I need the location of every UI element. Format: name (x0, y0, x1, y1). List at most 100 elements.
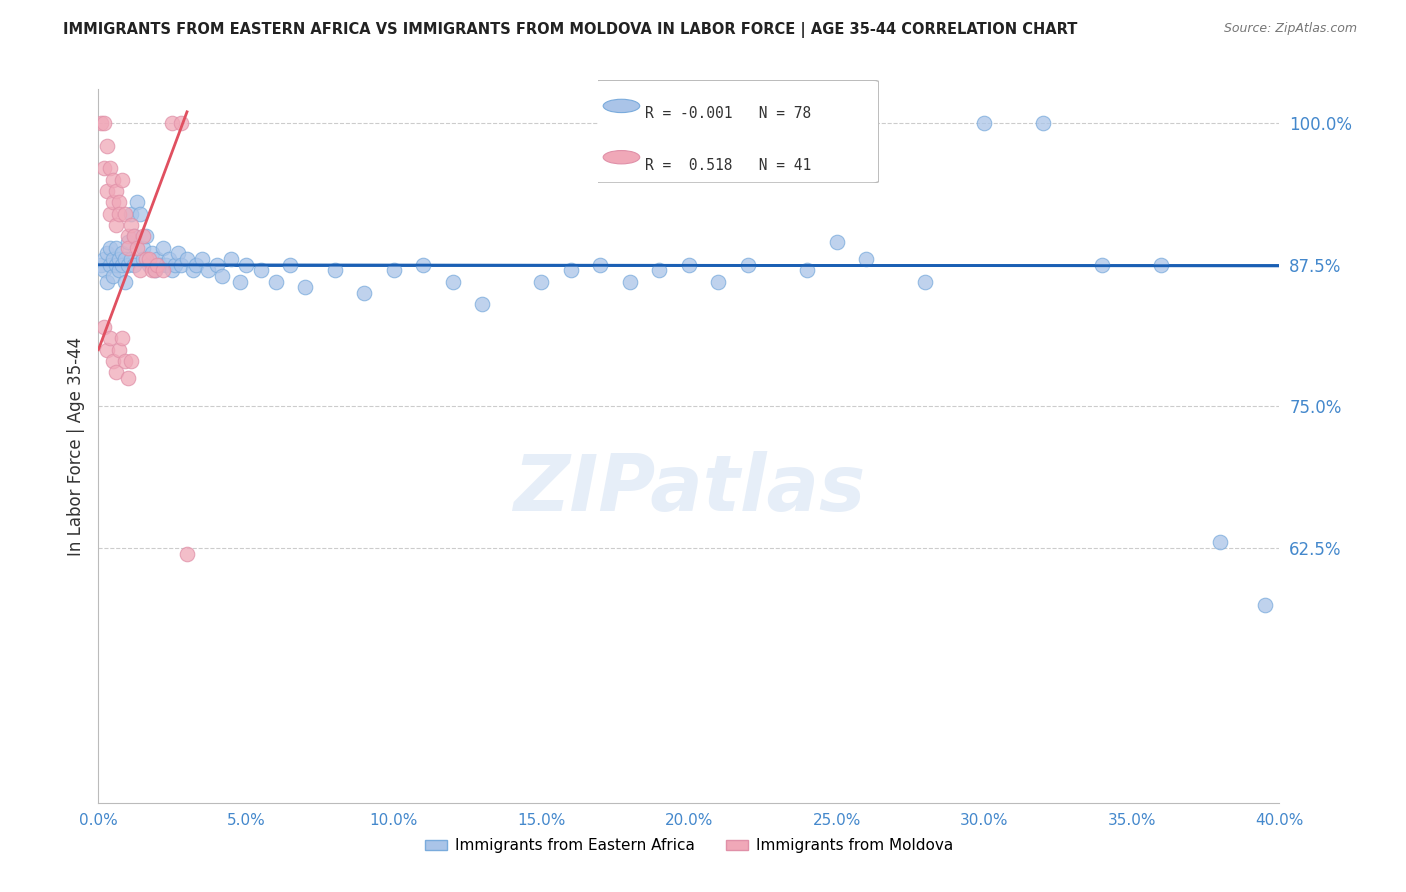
Point (138, 252, 160, 266)
Point (132, 252, 155, 266)
Point (250, 263, 273, 277)
Point (96, 184, 118, 198)
Point (323, 263, 346, 277)
Point (114, 252, 136, 266)
Point (90, 258, 112, 272)
Text: R =  0.518   N = 41: R = 0.518 N = 41 (645, 158, 811, 173)
Point (796, 263, 818, 277)
Point (96, 138, 118, 153)
Point (132, 229, 155, 244)
Point (146, 252, 169, 266)
Point (211, 269, 233, 284)
Point (264, 275, 287, 289)
Point (128, 263, 150, 277)
Point (103, 269, 125, 284)
Point (149, 258, 172, 272)
Point (184, 258, 207, 272)
Point (167, 246, 190, 260)
Point (122, 258, 145, 272)
Point (707, 275, 730, 289)
Point (855, 252, 877, 266)
Point (120, 207, 142, 221)
Point (152, 263, 174, 277)
Point (105, 241, 128, 255)
Point (143, 263, 166, 277)
Point (117, 241, 139, 255)
Point (197, 263, 219, 277)
Point (135, 229, 157, 244)
Point (90, 116, 112, 130)
Circle shape (603, 151, 640, 164)
Text: R = -0.001   N = 78: R = -0.001 N = 78 (645, 106, 811, 121)
Point (176, 252, 198, 266)
Point (128, 207, 150, 221)
Point (1254, 598, 1277, 612)
Point (138, 258, 160, 272)
Point (648, 263, 671, 277)
Point (98, 258, 121, 272)
Point (162, 263, 183, 277)
Point (103, 252, 125, 266)
Point (1032, 116, 1054, 130)
Point (103, 195, 125, 210)
Point (108, 195, 131, 210)
Point (120, 252, 142, 266)
Point (93, 263, 115, 277)
Point (114, 207, 136, 221)
Point (825, 235, 848, 249)
Point (117, 229, 139, 244)
Point (170, 258, 193, 272)
Point (619, 275, 641, 289)
Point (152, 241, 174, 255)
Point (181, 263, 204, 277)
Point (96, 275, 118, 289)
Point (165, 258, 187, 272)
Point (176, 547, 198, 561)
Point (412, 258, 434, 272)
Point (105, 258, 128, 272)
Point (111, 258, 134, 272)
Point (105, 365, 128, 379)
Point (471, 297, 494, 311)
Point (191, 252, 214, 266)
Point (122, 229, 145, 244)
Point (93, 320, 115, 334)
Point (1150, 258, 1173, 272)
Text: ZIPatlas: ZIPatlas (513, 450, 865, 527)
Point (280, 258, 302, 272)
Point (108, 252, 131, 266)
FancyBboxPatch shape (595, 80, 879, 183)
Text: Source: ZipAtlas.com: Source: ZipAtlas.com (1223, 22, 1357, 36)
Point (162, 116, 183, 130)
Point (93, 252, 115, 266)
Point (98, 207, 121, 221)
Point (973, 116, 995, 130)
Point (170, 116, 193, 130)
Point (353, 286, 375, 301)
Point (1091, 258, 1114, 272)
Point (120, 218, 142, 232)
Point (98, 241, 121, 255)
Point (108, 343, 131, 357)
Point (560, 263, 582, 277)
Point (737, 258, 759, 272)
Point (125, 241, 148, 255)
Point (111, 246, 134, 260)
Point (108, 207, 131, 221)
Point (229, 275, 252, 289)
Point (114, 354, 136, 368)
Point (98, 331, 121, 345)
Point (589, 258, 612, 272)
Point (93, 161, 115, 176)
Text: IMMIGRANTS FROM EASTERN AFRICA VS IMMIGRANTS FROM MOLDOVA IN LABOR FORCE | AGE 3: IMMIGRANTS FROM EASTERN AFRICA VS IMMIGR… (63, 22, 1077, 38)
Y-axis label: In Labor Force | Age 35-44: In Labor Force | Age 35-44 (66, 336, 84, 556)
Point (155, 258, 177, 272)
Point (382, 263, 405, 277)
Point (205, 258, 228, 272)
Point (125, 195, 148, 210)
Point (117, 371, 139, 385)
Point (221, 252, 243, 266)
Point (111, 331, 134, 345)
Point (530, 275, 553, 289)
Point (135, 252, 157, 266)
